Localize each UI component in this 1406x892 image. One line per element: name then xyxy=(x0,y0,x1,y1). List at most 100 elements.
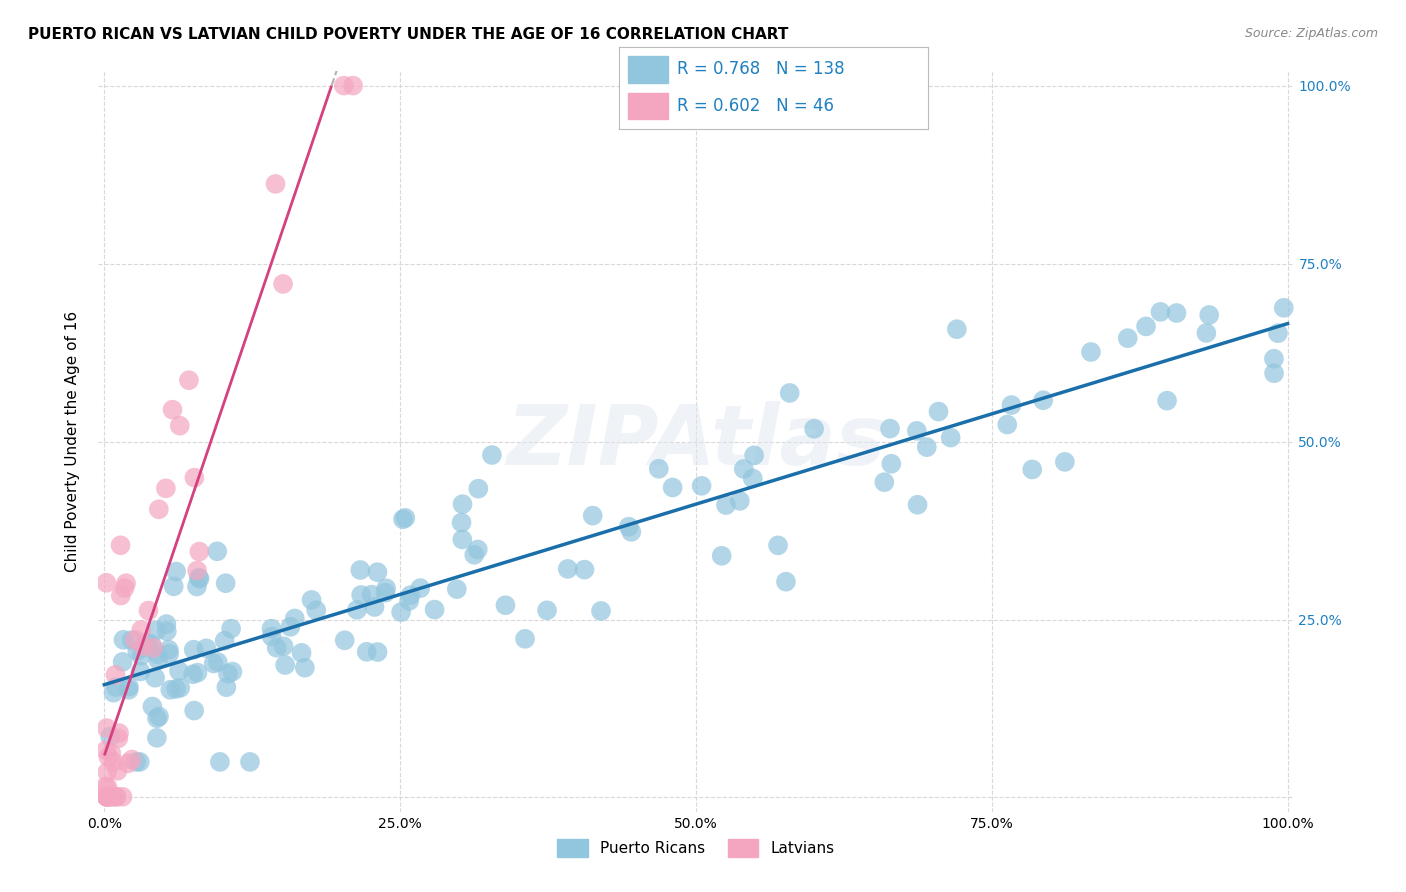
Text: PUERTO RICAN VS LATVIAN CHILD POVERTY UNDER THE AGE OF 16 CORRELATION CHART: PUERTO RICAN VS LATVIAN CHILD POVERTY UN… xyxy=(28,27,789,42)
Point xyxy=(97,750,120,764)
Point xyxy=(661,481,683,495)
Point xyxy=(446,582,468,596)
Point xyxy=(690,479,713,493)
Point xyxy=(98,730,121,744)
Point xyxy=(1156,393,1178,408)
Point xyxy=(104,680,127,694)
Point xyxy=(96,575,118,590)
Point xyxy=(183,470,205,484)
Point xyxy=(129,623,152,637)
Point xyxy=(389,605,412,619)
Point xyxy=(513,632,536,646)
Point xyxy=(1267,326,1289,341)
Point xyxy=(803,422,825,436)
Point xyxy=(367,645,389,659)
Point xyxy=(1080,345,1102,359)
Point xyxy=(1263,366,1285,380)
Point xyxy=(96,789,118,804)
Point xyxy=(467,482,489,496)
Point xyxy=(423,602,446,616)
Point xyxy=(105,789,128,804)
Point xyxy=(188,544,211,558)
Point xyxy=(135,636,157,650)
Point xyxy=(107,731,129,746)
Point xyxy=(879,421,901,435)
Point xyxy=(111,789,134,804)
Point xyxy=(264,177,287,191)
Point xyxy=(146,648,169,662)
Point xyxy=(177,373,200,387)
Point xyxy=(294,661,316,675)
Point xyxy=(183,642,205,657)
Point xyxy=(374,585,396,599)
Point xyxy=(103,686,125,700)
Point xyxy=(145,624,167,638)
Point xyxy=(155,481,177,495)
Point xyxy=(141,637,163,651)
Point xyxy=(217,666,239,681)
Point xyxy=(375,582,398,596)
Point xyxy=(342,78,364,93)
Point xyxy=(169,681,191,695)
Point xyxy=(215,576,238,591)
Point xyxy=(104,668,127,682)
Point xyxy=(215,680,238,694)
Point xyxy=(266,640,288,655)
Point xyxy=(105,789,128,804)
Point xyxy=(121,752,143,766)
Point xyxy=(495,599,517,613)
Point xyxy=(271,277,294,291)
Point xyxy=(143,671,166,685)
Point xyxy=(1263,351,1285,366)
Point xyxy=(1195,326,1218,340)
Point xyxy=(103,755,125,769)
Point xyxy=(363,599,385,614)
Point xyxy=(165,681,187,696)
Point xyxy=(121,633,143,648)
Point xyxy=(1032,393,1054,408)
Point xyxy=(118,680,141,694)
Point xyxy=(1166,306,1188,320)
Point xyxy=(451,533,474,547)
Text: R = 0.768   N = 138: R = 0.768 N = 138 xyxy=(678,61,845,78)
Point xyxy=(260,622,283,636)
Point xyxy=(96,765,118,780)
Point xyxy=(775,574,797,589)
Point xyxy=(110,589,132,603)
Point xyxy=(536,603,558,617)
Point xyxy=(142,640,165,655)
Point xyxy=(273,639,295,653)
Point xyxy=(481,448,503,462)
Point xyxy=(728,494,751,508)
Point xyxy=(208,755,231,769)
Point xyxy=(148,502,170,516)
Point xyxy=(779,386,801,401)
Point xyxy=(163,579,186,593)
Point xyxy=(1149,305,1171,319)
Point xyxy=(346,603,368,617)
Point xyxy=(100,789,122,804)
Point xyxy=(132,639,155,653)
Point xyxy=(96,721,118,735)
Point xyxy=(1198,308,1220,322)
Point xyxy=(582,508,605,523)
Point xyxy=(202,657,225,671)
Point xyxy=(156,624,179,639)
Point xyxy=(195,641,218,656)
Point xyxy=(939,431,962,445)
Point xyxy=(94,780,117,794)
Point xyxy=(1272,301,1295,315)
Point xyxy=(557,562,579,576)
Point xyxy=(125,755,148,769)
Point xyxy=(114,581,136,595)
Point xyxy=(880,457,903,471)
Point xyxy=(165,565,187,579)
Point xyxy=(186,665,208,680)
Point xyxy=(873,475,896,490)
Point xyxy=(207,655,229,669)
Point xyxy=(112,632,135,647)
Point xyxy=(305,603,328,617)
Point xyxy=(96,789,118,804)
Point xyxy=(129,648,152,663)
Point xyxy=(398,594,420,608)
